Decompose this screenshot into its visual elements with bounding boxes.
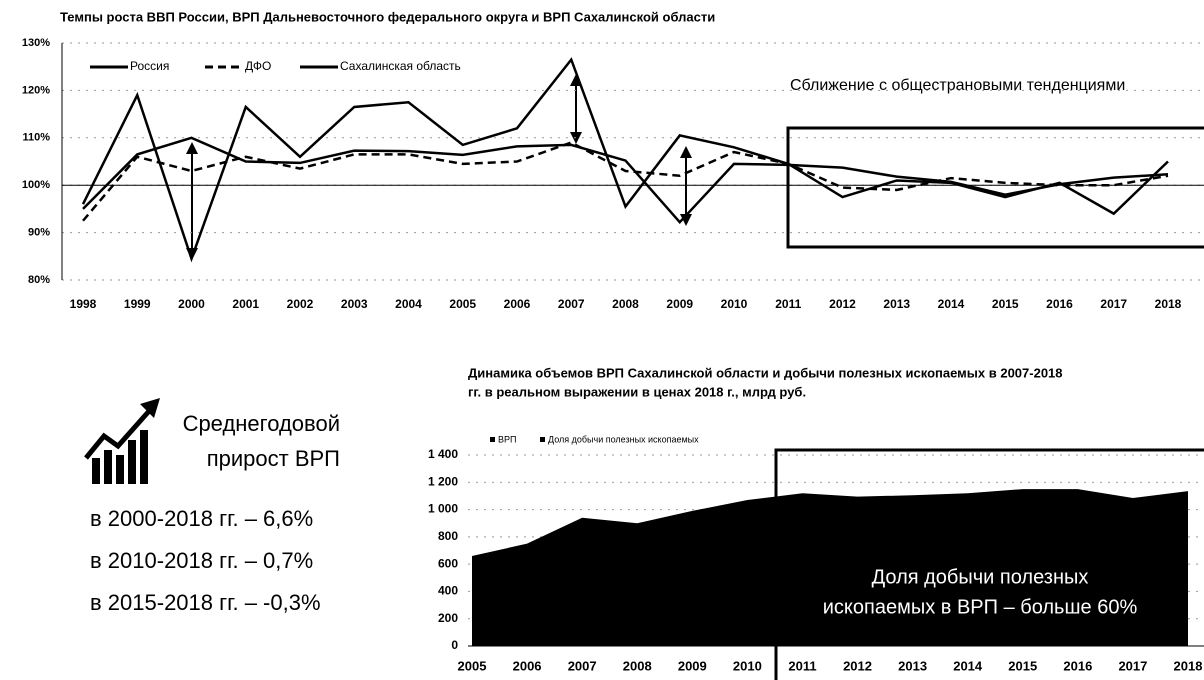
area [472,489,1188,646]
line [82,136,1169,225]
x-tick-label: 2003 [341,297,368,311]
panel-item: в 2000-2018 гг. – 6,6% [90,506,313,531]
y-tick-label: 200 [438,611,458,625]
x-tick-label: 2016 [1063,658,1092,673]
y-tick-label: 1 200 [428,474,458,488]
x-tick-label: 2012 [843,658,872,673]
legend-label: Доля добычи полезных ископаемых [548,434,699,444]
legend-label: ВРП [498,434,516,444]
chart-title: Динамика объемов ВРП Сахалинской области… [468,365,1063,380]
y-tick-label: 800 [438,529,458,543]
panel-item: в 2015-2018 гг. – -0,3% [90,590,321,615]
x-tick-label: 2004 [395,297,422,311]
line [81,57,1169,263]
x-tick-label: 2005 [449,297,476,311]
y-tick-label: 130% [22,37,50,49]
x-tick-label: 2000 [178,297,205,311]
y-tick-label: 80% [28,274,50,286]
x-tick-label: 2010 [733,658,762,673]
x-tick-label: 1998 [70,297,97,311]
x-tick-label: 2009 [666,297,693,311]
x-tick-label: 2017 [1100,297,1127,311]
x-tick-label: 2011 [775,297,801,311]
legend-label: ДФО [245,59,271,73]
x-tick-label: 2014 [953,658,983,673]
growth-icon [84,398,160,484]
x-tick-label: 2011 [788,658,816,673]
x-tick-label: 2007 [558,297,585,311]
panel-item: в 2010-2018 гг. – 0,7% [90,548,313,573]
x-tick-label: 2006 [513,658,542,673]
y-tick-label: 400 [438,584,458,598]
y-tick-label: 110% [22,132,50,144]
x-tick-label: 1999 [124,297,151,311]
x-tick-label: 2013 [883,297,910,311]
x-tick-label: 2016 [1046,297,1073,311]
legend-label: Сахалинская область [340,59,461,73]
x-tick-label: 2012 [829,297,856,311]
x-tick-label: 2018 [1174,658,1203,673]
y-tick-label: 600 [438,556,458,570]
annotation: Доля добычи полезных [872,566,1089,588]
x-tick-label: 2002 [287,297,314,311]
x-tick-label: 2014 [938,297,965,311]
highlight-box [774,448,1204,680]
y-tick-label: 90% [28,227,50,239]
x-tick-label: 2001 [232,297,259,311]
y-tick-label: 0 [451,638,458,652]
x-tick-label: 2013 [898,658,927,673]
x-tick-label: 2018 [1155,297,1182,311]
legend-label: Россия [130,59,169,73]
highlight-box [786,126,1204,249]
panel-heading: Среднегодовой [183,411,340,436]
x-tick-label: 2010 [721,297,748,311]
chart-title: гг. в реальном выражении в ценах 2018 г.… [468,384,806,399]
y-tick-label: 1 000 [428,502,458,516]
legend-swatch [490,437,495,442]
legend-swatch [540,437,545,442]
x-tick-label: 2015 [1008,658,1037,673]
x-tick-label: 2015 [992,297,1019,311]
panel-heading: прирост ВРП [207,446,340,471]
x-tick-label: 2009 [678,658,707,673]
x-tick-label: 2017 [1118,658,1147,673]
x-tick-label: 2006 [504,297,531,311]
y-tick-label: 1 400 [428,447,458,461]
y-tick-label: 100% [22,179,50,191]
line [82,141,1169,222]
chart-title: Темпы роста ВВП России, ВРП Дальневосточ… [60,9,715,24]
y-tick-label: 120% [22,84,50,96]
annotation: Сближение с общестрановыми тенденциями [790,77,1125,94]
annotation: ископаемых в ВРП – больше 60% [823,596,1138,618]
x-tick-label: 2008 [612,297,639,311]
x-tick-label: 2005 [458,658,487,673]
x-tick-label: 2008 [623,658,652,673]
x-tick-label: 2007 [568,658,597,673]
